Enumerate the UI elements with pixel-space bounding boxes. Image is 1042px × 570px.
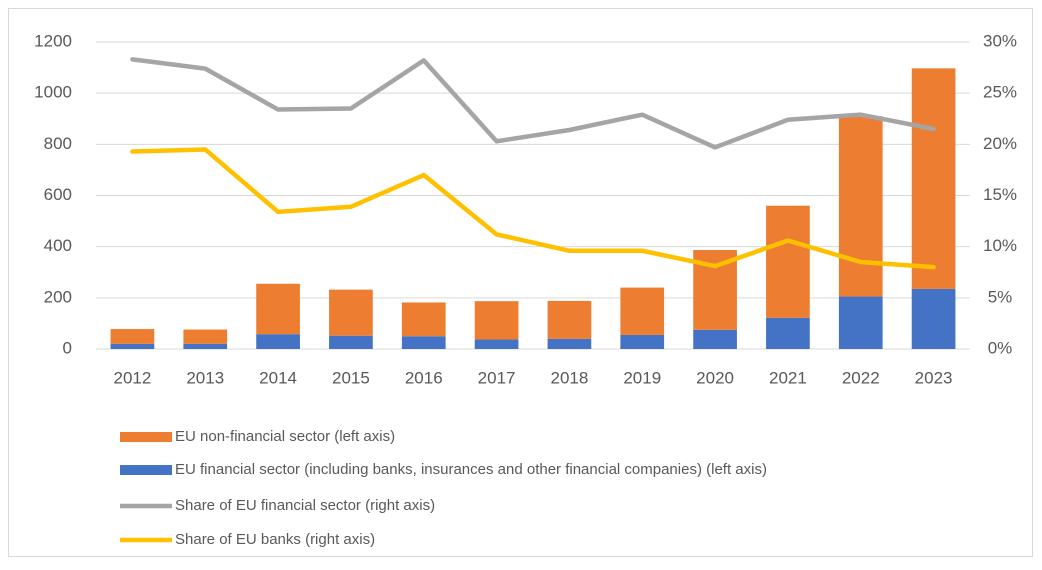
x-tick-label: 2016 [405,368,443,387]
bar [401,302,446,337]
x-tick-label: 2020 [696,368,734,387]
chart-border [8,8,1033,557]
y-tick-label: 1200 [34,31,72,50]
x-tick-label: 2015 [332,368,370,387]
legend-label: EU financial sector (including banks, in… [175,461,767,478]
bar [911,288,956,349]
y2-tick-label: 30% [983,31,1017,50]
line [130,57,936,150]
bar [401,336,446,349]
y-tick-label: 800 [44,134,72,153]
bar [110,329,155,344]
bar [256,283,300,335]
x-tick-label: 2012 [114,368,152,387]
bar [329,289,373,336]
x-tick-label: 2021 [769,368,807,387]
y2-tick-label: 10% [983,236,1017,255]
bar [256,334,300,349]
bar [766,317,810,349]
x-tick-label: 2022 [842,368,880,387]
x-tick-label: 2023 [915,368,953,387]
bar [547,338,592,349]
bar [329,335,373,349]
x-tick-label: 2013 [186,368,224,387]
x-tick-label: 2018 [551,368,589,387]
y2-tick-label: 0% [988,338,1013,357]
bar [474,301,519,340]
x-tick-label: 2014 [259,368,297,387]
y-tick-label: 200 [44,287,72,306]
y-tick-label: 600 [44,185,72,204]
bar [838,116,883,297]
bar [620,334,665,349]
y2-tick-label: 5% [988,287,1013,306]
x-tick-label: 2019 [623,368,661,387]
legend-label: EU non-financial sector (left axis) [175,428,395,445]
y2-tick-label: 20% [983,134,1017,153]
bar [766,205,810,318]
bar [183,343,228,349]
bar [911,68,956,289]
legend-swatch [120,465,172,475]
bar [547,300,592,339]
y2-tick-label: 25% [983,83,1017,102]
bar [838,296,883,349]
line [130,147,936,270]
y2-tick-label: 15% [983,185,1017,204]
legend-label: Share of EU financial sector (right axis… [175,497,435,514]
y-tick-label: 400 [44,236,72,255]
bar [110,343,155,349]
y-tick-label: 1000 [34,83,72,102]
legend-swatch [120,432,172,442]
bar [693,329,737,349]
legend-label: Share of EU banks (right axis) [175,531,375,548]
bar [183,329,228,344]
bar [620,287,665,335]
x-tick-label: 2017 [478,368,516,387]
bar [474,339,519,349]
y-tick-label: 0 [63,338,72,357]
